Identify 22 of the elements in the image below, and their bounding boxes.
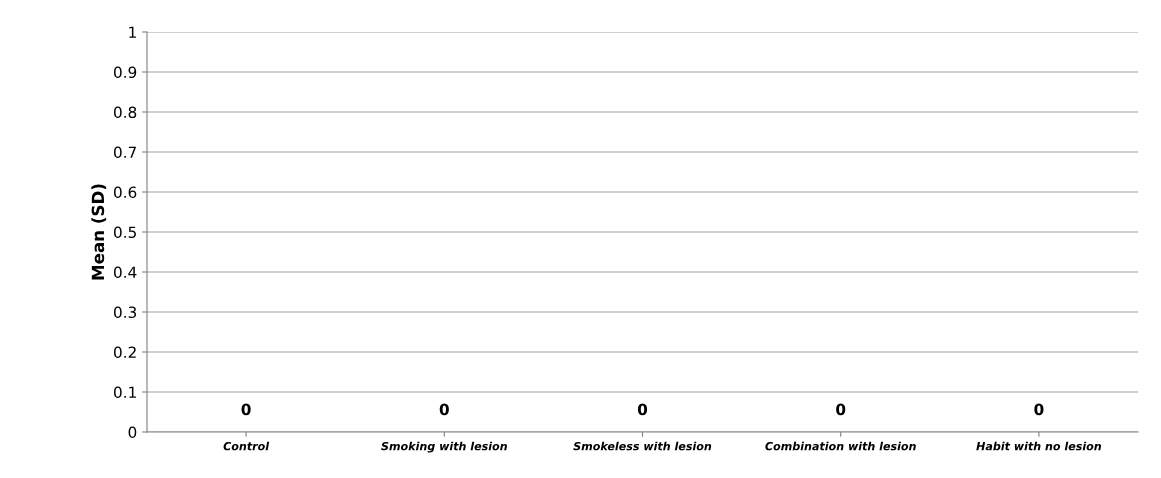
x-tick-label: Habit with no lesion (976, 441, 1102, 451)
y-tick-label: 0.5 (113, 226, 136, 239)
x-tick-label: Combination with lesion (765, 441, 916, 451)
y-tick-label: 0.2 (113, 346, 136, 359)
data-label: 0 (241, 403, 251, 416)
y-tick-label: 0.1 (113, 386, 136, 399)
x-tick-label: Control (223, 441, 270, 451)
data-label: 0 (439, 403, 449, 416)
y-tick-label: 0.4 (113, 266, 137, 279)
data-label: 0 (836, 403, 846, 416)
y-tick-label: 0.3 (113, 306, 137, 319)
x-tick-label: Smokeless with lesion (573, 441, 712, 451)
y-tick-label: 0.9 (113, 66, 137, 79)
y-tick-label: 0.6 (113, 186, 137, 199)
y-tick-label: 0 (128, 426, 137, 439)
y-axis-title: Mean (SD) (91, 184, 107, 280)
data-label: 0 (637, 403, 648, 416)
y-tick-label: 0.7 (113, 146, 136, 159)
y-tick-label: 0.8 (113, 106, 137, 119)
x-tick-label: Smoking with lesion (381, 441, 507, 453)
y-tick-label: 1 (129, 26, 136, 38)
data-label: 0 (1034, 403, 1044, 416)
